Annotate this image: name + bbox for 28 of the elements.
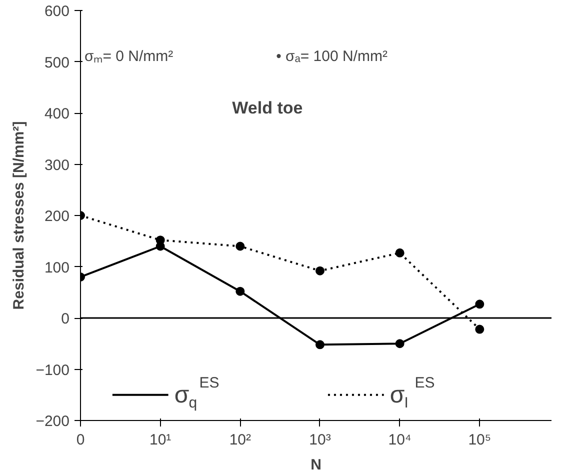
point bbox=[315, 266, 324, 276]
annotation: • σₐ= 100 N/mm² bbox=[276, 48, 388, 66]
y-tick-label: 200 bbox=[44, 208, 70, 225]
point bbox=[395, 339, 404, 348]
x-tick-label: 0 bbox=[76, 432, 85, 448]
y-tick-label: −200 bbox=[36, 413, 70, 430]
point bbox=[315, 340, 324, 350]
annotation: σₘ= 0 N/mm² bbox=[84, 48, 174, 66]
y-axis-title: Residual stresses [N/mm²] bbox=[10, 121, 28, 310]
point bbox=[395, 248, 404, 258]
y-tick-label: 600 bbox=[44, 3, 70, 20]
x-tick-label: 10² bbox=[229, 432, 252, 448]
point bbox=[475, 300, 484, 309]
annotation: Weld toe bbox=[232, 98, 303, 118]
y-tick-label: −100 bbox=[36, 362, 70, 379]
y-tick-label: 0 bbox=[61, 310, 70, 328]
point bbox=[475, 324, 484, 334]
point bbox=[236, 242, 245, 251]
y-tick-label: 300 bbox=[44, 156, 70, 174]
point bbox=[236, 286, 245, 296]
x-tick-label: 10⁴ bbox=[388, 432, 412, 448]
x-axis-title: N bbox=[310, 456, 322, 474]
x-tick-label: 10⁵ bbox=[468, 432, 492, 448]
y-tick-label: 100 bbox=[44, 259, 70, 276]
x-tick-label: 10¹ bbox=[149, 432, 172, 448]
y-tick-label: 400 bbox=[44, 106, 70, 122]
x-tick-label: 10³ bbox=[309, 432, 331, 448]
y-tick-label: 500 bbox=[44, 54, 70, 72]
